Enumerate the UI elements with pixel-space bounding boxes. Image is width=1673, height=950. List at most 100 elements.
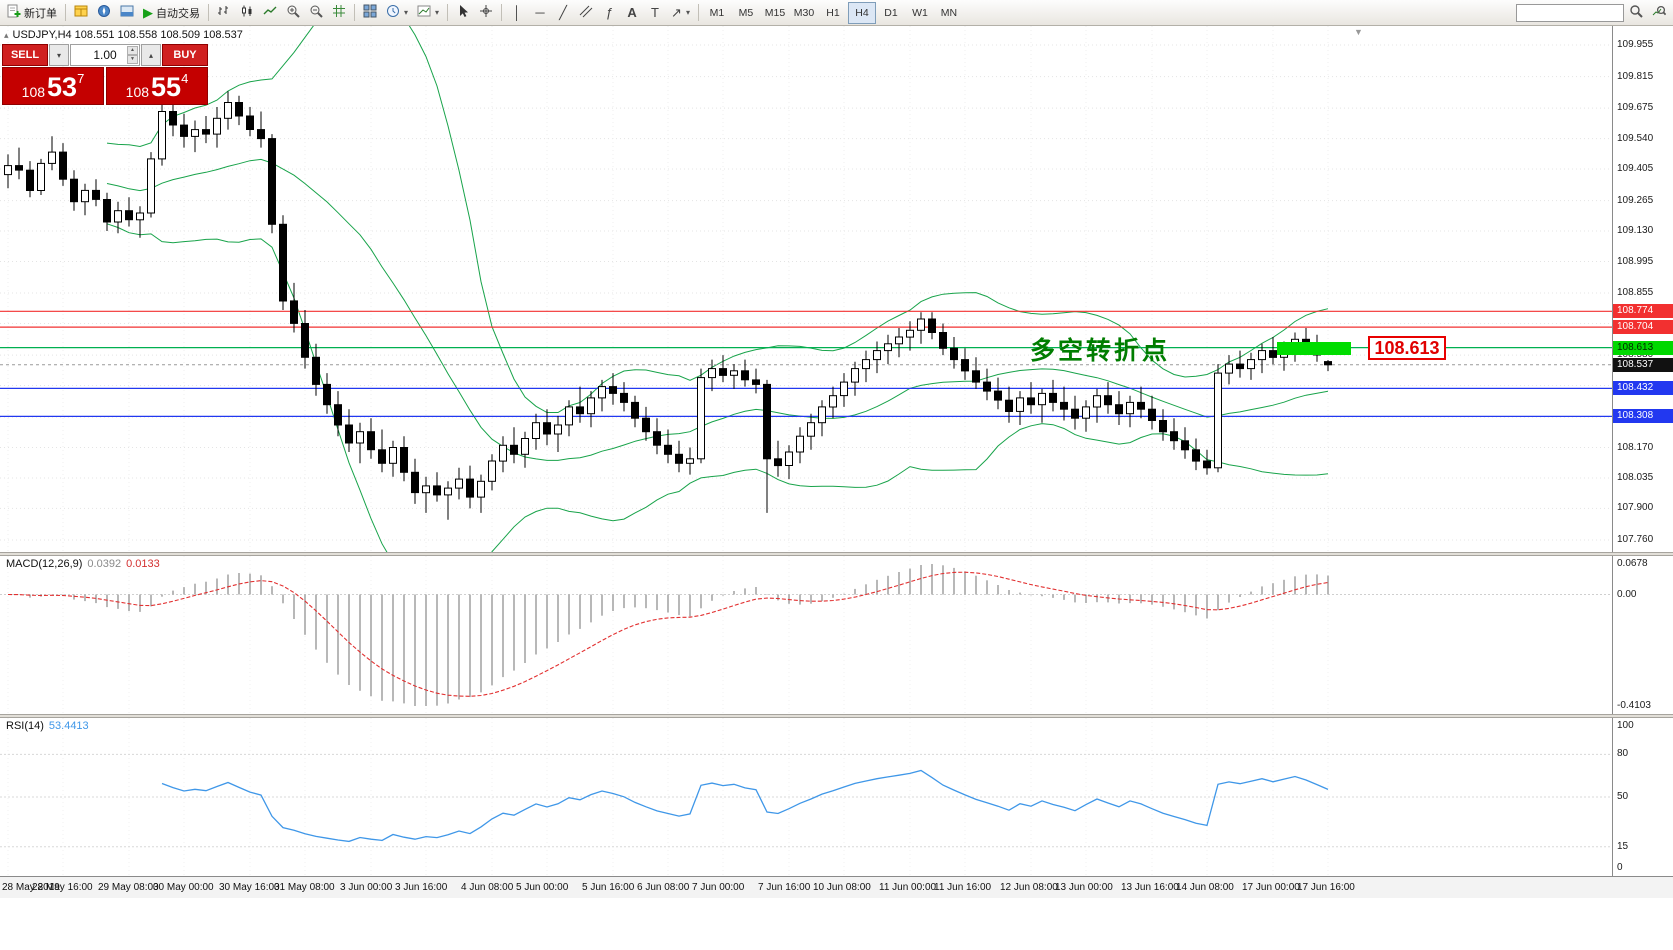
timeframe-h4-button[interactable]: H4 bbox=[847, 1, 876, 24]
grid-button[interactable] bbox=[328, 2, 350, 24]
price-axis-label: 109.130 bbox=[1617, 225, 1654, 236]
time-axis-label: 11 Jun 00:00 bbox=[879, 882, 937, 893]
ask-big-digits: 55 bbox=[151, 72, 182, 103]
tile-windows-icon bbox=[363, 4, 377, 21]
zoom-out-button[interactable] bbox=[305, 2, 327, 24]
volume-value: 1.00 bbox=[93, 48, 117, 62]
new-order-button[interactable]: 新订单 bbox=[3, 2, 61, 24]
current-price-tag: 108.537 bbox=[1613, 357, 1673, 372]
time-axis-label: 17 Jun 00:00 bbox=[1242, 882, 1300, 893]
macd-name: MACD(12,26,9) bbox=[6, 558, 83, 570]
trendline-tool-button[interactable]: ╱ bbox=[552, 2, 574, 24]
time-axis-label: 3 Jun 16:00 bbox=[395, 882, 448, 893]
macd-axis: 0.0678 0.00 -0.4103 bbox=[1612, 556, 1673, 714]
terminal-icon bbox=[120, 4, 134, 21]
candlestick-icon bbox=[240, 4, 254, 21]
market-watch-button[interactable] bbox=[70, 2, 92, 24]
timeframe-h1-button[interactable]: H1 bbox=[819, 2, 847, 24]
price-axis-label: 109.675 bbox=[1617, 102, 1654, 114]
toolbar-separator bbox=[447, 4, 449, 21]
trendline-icon: ╱ bbox=[559, 5, 567, 20]
ask-price-display[interactable]: 108 55 4 bbox=[106, 67, 208, 105]
search-button[interactable] bbox=[1625, 2, 1647, 24]
volume-input[interactable]: 1.00 ▲ ▼ bbox=[70, 44, 140, 66]
time-axis-label: 29 May 08:00 bbox=[98, 882, 159, 893]
bar-chart-button[interactable] bbox=[213, 2, 235, 24]
bar-chart-icon bbox=[217, 4, 231, 21]
one-click-panel-toggle-icon[interactable]: ▴ bbox=[4, 29, 9, 40]
time-axis-label: 17 Jun 16:00 bbox=[1297, 882, 1355, 893]
time-axis-label: 4 Jun 08:00 bbox=[461, 882, 514, 893]
bid-pip-digit: 7 bbox=[77, 71, 85, 86]
crosshair-button[interactable] bbox=[475, 2, 497, 24]
channel-icon bbox=[579, 4, 593, 21]
navigator-icon bbox=[97, 4, 111, 21]
channel-tool-button[interactable] bbox=[575, 2, 597, 24]
fibonacci-tool-button[interactable]: ƒ bbox=[598, 2, 620, 24]
timeframe-mn-button[interactable]: MN bbox=[935, 2, 963, 24]
rsi-panel-canvas[interactable] bbox=[0, 718, 1612, 876]
macd-value: 0.0392 bbox=[87, 558, 122, 570]
macd-panel-canvas[interactable] bbox=[0, 556, 1612, 714]
new-order-label: 新订单 bbox=[24, 7, 57, 20]
sell-button[interactable]: SELL bbox=[2, 44, 48, 66]
label-tool-button[interactable]: T bbox=[644, 2, 666, 24]
time-axis-label: 11 Jun 16:00 bbox=[934, 882, 992, 893]
timeframe-m30-button[interactable]: M30 bbox=[790, 2, 818, 24]
arrow-tools-button[interactable]: ↗ ▾ bbox=[667, 2, 694, 24]
line-chart-button[interactable] bbox=[259, 2, 281, 24]
navigator-button[interactable] bbox=[93, 2, 115, 24]
buy-button[interactable]: BUY bbox=[162, 44, 208, 66]
time-axis-label: 10 Jun 08:00 bbox=[813, 882, 871, 893]
time-axis-label: 30 May 16:00 bbox=[219, 882, 280, 893]
rsi-name: RSI(14) bbox=[6, 720, 44, 732]
one-click-trading-panel: SELL ▾ 1.00 ▲ ▼ ▴ BUY 108 53 7 108 55 4 bbox=[2, 44, 208, 105]
volume-spinner[interactable]: ▲ ▼ bbox=[127, 46, 138, 64]
horizontal-line-tool-button[interactable]: ─ bbox=[529, 2, 551, 24]
spinner-up-icon[interactable]: ▲ bbox=[127, 46, 138, 55]
volume-increase-button[interactable]: ▴ bbox=[141, 44, 161, 66]
auto-trading-button[interactable]: ▶ 自动交易 bbox=[139, 2, 204, 24]
price-axis-label: 108.580 bbox=[1617, 349, 1654, 361]
chart-shift-marker-icon[interactable]: ▼ bbox=[1354, 27, 1363, 37]
panel-divider[interactable] bbox=[0, 552, 1673, 556]
search-input[interactable] bbox=[1516, 3, 1624, 22]
time-axis[interactable]: 28 May 2019 28 May 16:00 29 May 08:00 30 Ma… bbox=[0, 876, 1673, 898]
candlestick-chart-button[interactable] bbox=[236, 2, 258, 24]
spinner-down-icon[interactable]: ▼ bbox=[127, 55, 138, 64]
arrow-icon: ↗ bbox=[671, 5, 682, 20]
volume-decrease-button[interactable]: ▾ bbox=[49, 44, 69, 66]
symbol-search-button[interactable] bbox=[1648, 2, 1670, 24]
label-icon: T bbox=[651, 5, 659, 20]
main-chart-canvas[interactable] bbox=[0, 26, 1612, 552]
time-axis-label: 12 Jun 08:00 bbox=[1000, 882, 1058, 893]
chart-header: ▴ USDJPY,H4 108.551 108.558 108.509 108.… bbox=[4, 29, 243, 41]
tile-windows-button[interactable] bbox=[359, 2, 381, 24]
search-icon bbox=[1629, 4, 1643, 21]
panel-divider[interactable] bbox=[0, 714, 1673, 718]
price-axis-label: 108.995 bbox=[1617, 255, 1654, 267]
price-axis-label: 109.540 bbox=[1617, 132, 1654, 144]
timeframe-m5-button[interactable]: M5 bbox=[732, 2, 760, 24]
timeframe-w1-button[interactable]: W1 bbox=[906, 2, 934, 24]
cursor-button[interactable] bbox=[452, 2, 474, 24]
price-axis-label: 109.955 bbox=[1617, 39, 1654, 50]
time-axis-label: 14 Jun 08:00 bbox=[1176, 882, 1234, 893]
terminal-button[interactable] bbox=[116, 2, 138, 24]
bid-price-display[interactable]: 108 53 7 bbox=[2, 67, 104, 105]
template-dropdown-button[interactable]: ▾ bbox=[413, 2, 443, 24]
vertical-line-tool-button[interactable]: │ bbox=[506, 2, 528, 24]
text-tool-button[interactable]: A bbox=[621, 2, 643, 24]
toolbar: 新订单 ▶ 自动交易 ▾ ▾ │ ─ ╱ ƒ A T ↗ ▾ M1 M5 M15 M bbox=[0, 0, 1673, 26]
zoom-in-button[interactable] bbox=[282, 2, 304, 24]
resistance-price-tag: 108.774 bbox=[1613, 304, 1673, 319]
period-dropdown-button[interactable]: ▾ bbox=[382, 2, 412, 24]
timeframe-d1-button[interactable]: D1 bbox=[877, 2, 905, 24]
grid-icon bbox=[332, 4, 346, 21]
fibonacci-icon: ƒ bbox=[605, 5, 613, 20]
timeframe-m1-button[interactable]: M1 bbox=[703, 2, 731, 24]
time-axis-label: 6 Jun 08:00 bbox=[637, 882, 690, 893]
price-axis-label: 108.855 bbox=[1617, 287, 1654, 298]
timeframe-m15-button[interactable]: M15 bbox=[761, 2, 789, 24]
